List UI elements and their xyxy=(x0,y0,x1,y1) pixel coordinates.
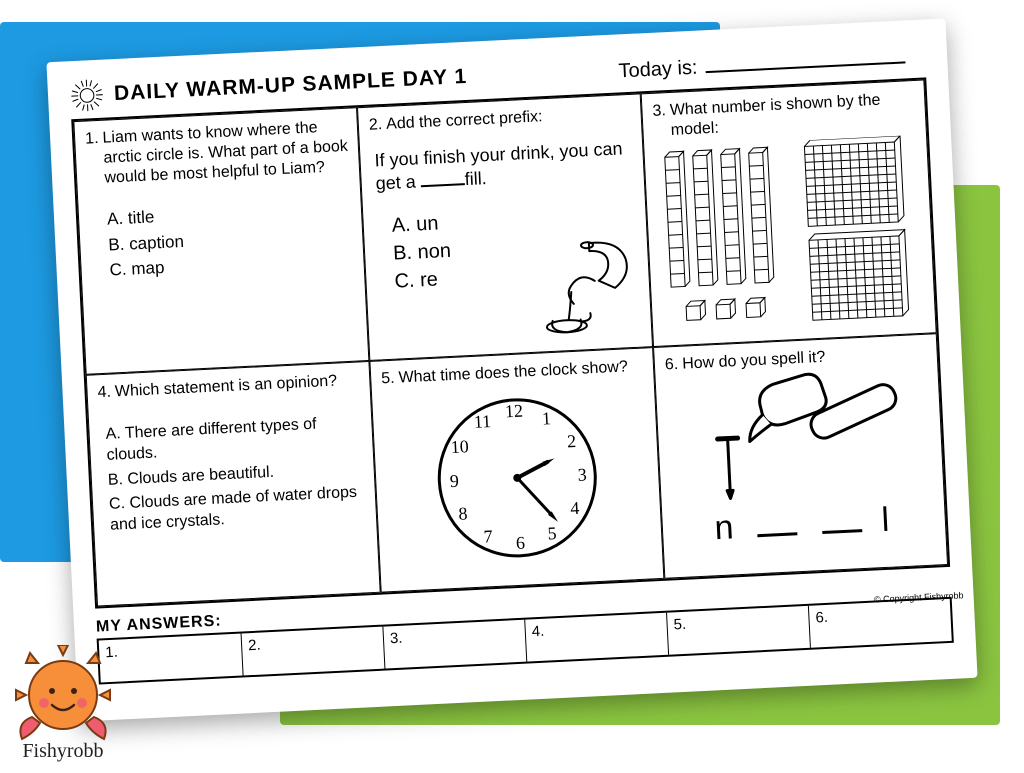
sun-outline-icon xyxy=(69,78,105,114)
worksheet-title: DAILY WARM-UP SAMPLE DAY 1 xyxy=(113,65,467,106)
answer-box-5[interactable]: 5. xyxy=(666,606,810,655)
q6-spell-line: n l xyxy=(672,497,936,552)
today-is-blank[interactable] xyxy=(705,41,906,73)
base-ten-blocks-icon xyxy=(654,135,923,337)
answer-num-6: 6. xyxy=(815,609,828,627)
q3-number: 3. xyxy=(652,101,667,142)
q5-text: What time does the clock show? xyxy=(398,357,628,388)
today-is-label: Today is: xyxy=(618,57,698,84)
clock-icon: 12 1 2 3 4 5 6 7 8 9 10 11 xyxy=(428,389,606,567)
svg-text:9: 9 xyxy=(449,471,459,491)
answer-num-2: 2. xyxy=(248,637,261,655)
question-1: 1. Liam wants to know where the arctic c… xyxy=(73,107,369,375)
q2-text: Add the correct prefix: xyxy=(386,107,543,135)
q4-text: Which statement is an opinion? xyxy=(114,372,337,403)
question-6: 6. How do you spell it? n xyxy=(653,333,948,579)
answer-num-4: 4. xyxy=(531,623,544,641)
q4-option-a[interactable]: A. There are different types of clouds. xyxy=(105,412,363,466)
hammer-nail-icon xyxy=(686,364,912,505)
question-4: 4. Which statement is an opinion? A. The… xyxy=(86,361,381,607)
q3-text: What number is shown by the model: xyxy=(669,89,915,141)
question-grid: 1. Liam wants to know where the arctic c… xyxy=(71,77,950,608)
svg-text:7: 7 xyxy=(483,526,493,546)
q6-letter-first: n xyxy=(714,508,739,547)
q6-letter-last: l xyxy=(881,501,894,540)
q6-blank-2[interactable] xyxy=(823,529,863,534)
svg-text:10: 10 xyxy=(450,436,469,457)
q6-blank-1[interactable] xyxy=(757,532,797,537)
logo-text: Fishyrobb xyxy=(22,740,103,762)
question-3: 3. What number is shown by the model: xyxy=(641,80,937,348)
q2-sentence-b: fill. xyxy=(464,168,487,189)
svg-text:8: 8 xyxy=(458,503,468,523)
svg-text:1: 1 xyxy=(541,408,551,428)
svg-text:3: 3 xyxy=(577,464,587,484)
q2-sentence: If you finish your drink, you can get a … xyxy=(374,137,630,194)
answer-num-3: 3. xyxy=(390,630,403,648)
q1-options: A. title B. caption C. map xyxy=(107,195,354,283)
q2-number: 2. xyxy=(368,115,382,136)
svg-text:2: 2 xyxy=(567,431,577,451)
q5-number: 5. xyxy=(381,369,395,390)
answer-box-6[interactable]: 6. xyxy=(808,599,952,648)
today-is-field: Today is: xyxy=(618,41,906,83)
worksheet-page: DAILY WARM-UP SAMPLE DAY 1 Today is: 1. … xyxy=(46,18,977,721)
svg-text:6: 6 xyxy=(515,533,525,553)
answer-box-3[interactable]: 3. xyxy=(382,620,526,669)
question-5: 5. What time does the clock show? 12 1 2… xyxy=(369,347,664,593)
q4-option-c[interactable]: C. Clouds are made of water drops and ic… xyxy=(109,483,367,537)
answer-box-2[interactable]: 2. xyxy=(241,627,385,676)
svg-text:4: 4 xyxy=(570,498,580,518)
q4-number: 4. xyxy=(97,383,111,404)
svg-text:5: 5 xyxy=(547,523,557,543)
answer-num-5: 5. xyxy=(673,616,686,634)
q6-number: 6. xyxy=(664,355,678,376)
q4-options: A. There are different types of clouds. … xyxy=(105,412,366,536)
answer-box-4[interactable]: 4. xyxy=(524,613,668,662)
q1-text: Liam wants to know where the arctic circ… xyxy=(102,117,349,189)
q2-blank[interactable] xyxy=(421,183,465,187)
q2-sentence-a: If you finish your drink, you can get a xyxy=(374,138,623,193)
svg-text:11: 11 xyxy=(473,411,491,432)
coffee-pot-icon xyxy=(528,229,643,344)
question-2: 2. Add the correct prefix: If you finish… xyxy=(357,93,653,361)
answer-box-1[interactable]: 1. xyxy=(99,634,243,683)
q1-number: 1. xyxy=(85,129,101,190)
svg-text:12: 12 xyxy=(505,401,524,422)
fishyrobb-logo-icon: Fishyrobb xyxy=(8,645,118,765)
